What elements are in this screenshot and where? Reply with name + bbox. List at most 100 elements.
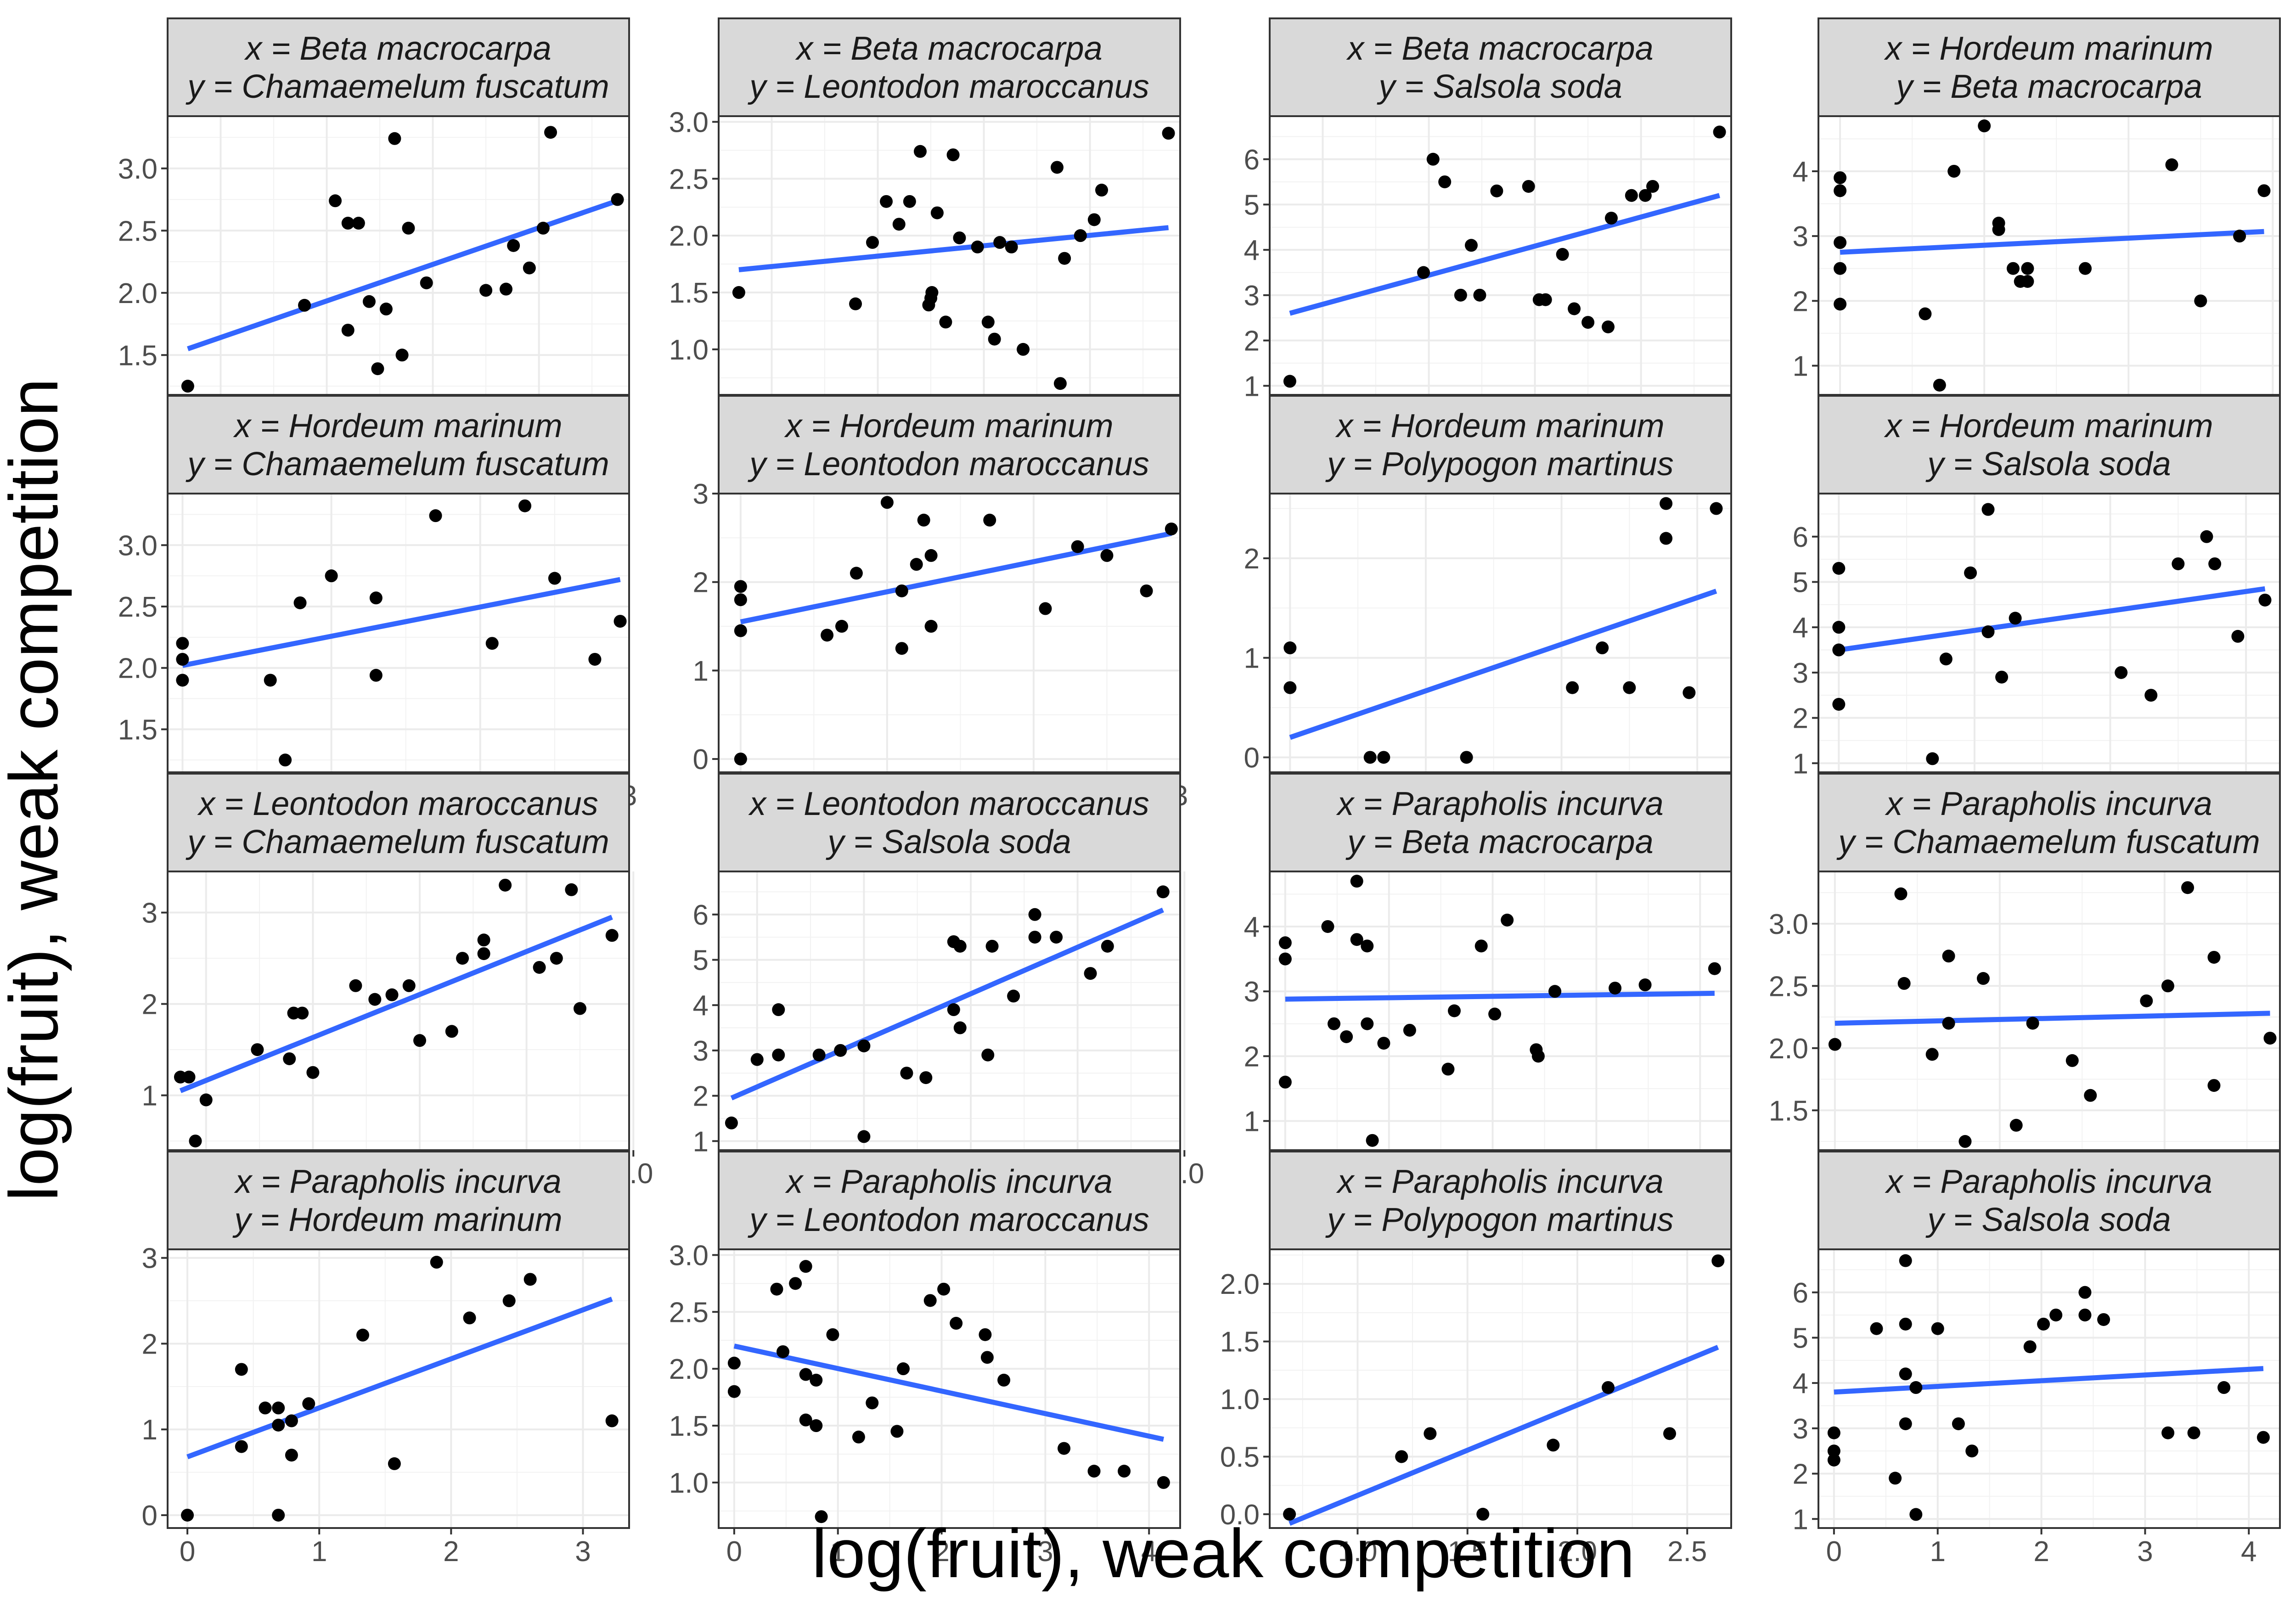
data-point (479, 284, 493, 297)
plot-area (168, 871, 629, 1150)
x-tick-label: 2.5 (1667, 1536, 1707, 1568)
data-point (1050, 931, 1063, 944)
x-tick-label: 1 (311, 1536, 327, 1568)
y-tick-label: 2 (693, 1081, 709, 1113)
data-point (1165, 523, 1178, 536)
data-point (352, 217, 365, 230)
data-point (1053, 377, 1067, 390)
data-point (1828, 1038, 1841, 1051)
y-axis-title: log(fruit), weak competition (0, 378, 72, 1201)
panel-border (167, 871, 630, 1151)
y-tick-label: 4 (1793, 156, 1808, 188)
y-tick-label: 2.0 (1220, 1269, 1260, 1300)
data-point (1074, 229, 1087, 242)
facet-title-y: y = Polypogon martinus (1325, 446, 1673, 483)
data-layer (181, 1256, 619, 1522)
x-tick-label: 2.0 (1558, 1536, 1597, 1568)
facet-title-x: x = Leontodon maroccanus (197, 786, 598, 822)
regression-line (179, 915, 613, 1093)
data-point (536, 221, 550, 235)
data-point (1087, 1465, 1101, 1478)
data-point (1100, 549, 1114, 562)
data-point (734, 580, 747, 593)
data-point (1947, 164, 1961, 178)
data-layer (1832, 503, 2272, 765)
data-point (799, 1260, 812, 1273)
facet-title-x: x = Beta macrocarpa (795, 30, 1102, 67)
data-point (499, 878, 512, 892)
y-tick-label: 1 (1793, 748, 1808, 780)
y-tick-label: 2 (142, 989, 158, 1021)
data-layer (181, 126, 624, 393)
data-point (2084, 1089, 2097, 1102)
data-layer (1827, 1254, 2270, 1521)
plot-area (719, 116, 1180, 395)
facet-strip (167, 773, 630, 872)
data-point (895, 642, 908, 655)
panel-border (718, 871, 1181, 1151)
data-point (235, 1363, 248, 1376)
data-point (849, 297, 862, 310)
data-point (1827, 1426, 1840, 1439)
data-point (2021, 275, 2034, 288)
y-tick-label: 1 (1793, 350, 1808, 382)
y-tick-label: 4 (1244, 235, 1260, 266)
data-point (1926, 752, 1939, 765)
data-point (2097, 1313, 2110, 1326)
data-point (1547, 1438, 1560, 1452)
data-point (477, 947, 490, 961)
plot-area (168, 1249, 629, 1528)
data-point (1363, 751, 1377, 764)
data-point (1361, 1017, 1374, 1030)
data-point (1162, 127, 1175, 140)
data-point (2049, 1309, 2063, 1322)
facet-title-x: x = Parapholis incurva (1885, 1163, 2212, 1200)
y-tick-label: 6 (1244, 144, 1260, 176)
data-point (1660, 532, 1673, 545)
data-point (1602, 1381, 1615, 1394)
y-tick-label: 1.5 (1769, 1095, 1808, 1127)
data-point (341, 324, 355, 337)
data-point (925, 286, 939, 299)
y-tick-label: 3.0 (669, 107, 709, 138)
data-point (1366, 1134, 1379, 1147)
y-tick-label: 3 (1244, 976, 1260, 1008)
regression-line (1289, 193, 1721, 316)
data-point (815, 1510, 828, 1523)
data-point (349, 979, 362, 992)
data-point (1978, 119, 1991, 133)
y-tick-label: 0.0 (1220, 1499, 1260, 1531)
data-point (919, 1071, 933, 1084)
data-point (189, 1135, 202, 1148)
x-tick-label: 4 (1141, 1536, 1157, 1568)
data-point (500, 282, 512, 296)
plot-area (1818, 116, 2280, 395)
data-point (2161, 979, 2174, 993)
data-point (2021, 262, 2034, 275)
y-tick-label: 1 (1793, 1504, 1808, 1535)
data-point (910, 558, 923, 571)
data-point (388, 132, 401, 145)
data-point (181, 380, 194, 393)
data-point (402, 979, 416, 992)
x-tick-label: 2 (443, 1536, 459, 1568)
y-tick-label: 4 (1793, 1368, 1808, 1399)
data-point (1101, 939, 1114, 953)
data-point (356, 1328, 369, 1342)
y-tick-label: 2.5 (669, 1297, 709, 1328)
data-point (1377, 751, 1390, 764)
y-tick-label: 4 (1244, 911, 1260, 943)
data-point (1473, 288, 1486, 302)
data-point (923, 1294, 937, 1307)
y-tick-label: 2 (1793, 286, 1808, 317)
data-point (264, 674, 277, 687)
y-tick-label: 6 (1793, 1277, 1808, 1309)
data-point (1827, 1453, 1840, 1467)
data-point (176, 674, 189, 687)
facet-title-x: x = Parapholis incurva (1336, 786, 1663, 822)
y-tick-label: 1.5 (118, 714, 158, 746)
data-point (2208, 557, 2222, 570)
